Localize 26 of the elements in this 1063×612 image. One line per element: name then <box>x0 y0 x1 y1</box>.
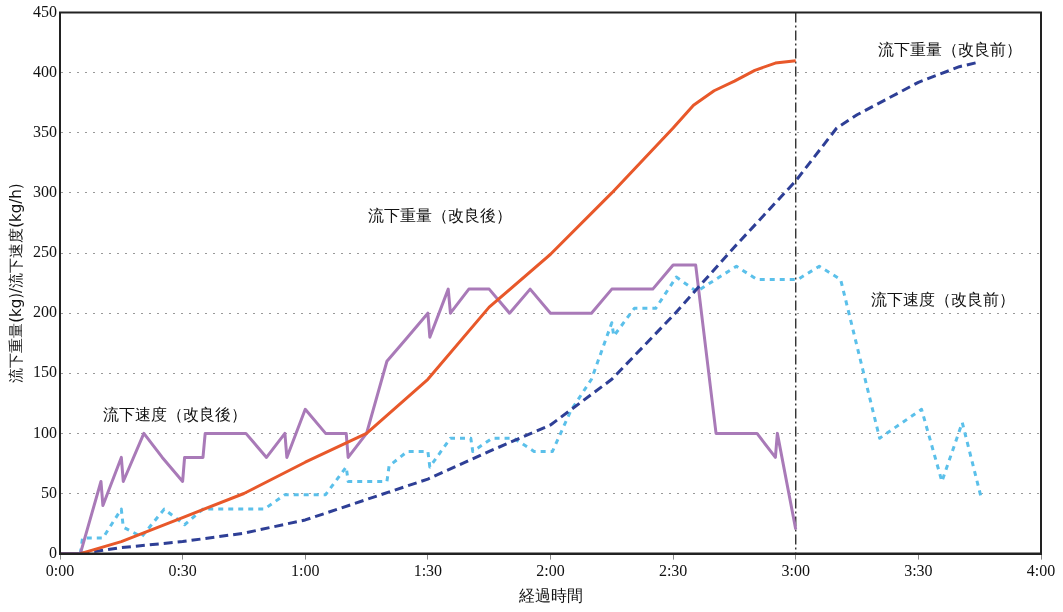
x-tick-label: 1:30 <box>413 562 443 580</box>
series-label: 流下速度（改良前） <box>870 290 1015 310</box>
x-axis-title: 経過時間 <box>517 585 583 605</box>
y-tick-label: 150 <box>33 363 57 381</box>
text: 流下重量（改良後） <box>368 206 513 226</box>
series-label: 流下重量（改良前） <box>878 40 1023 60</box>
x-tick-label: 0:00 <box>45 562 75 580</box>
y-tick-label: 400 <box>33 62 57 80</box>
y-tick-label: 200 <box>33 303 57 321</box>
y-axis-title: 流下重量(kg)/流下速度(kg/h) <box>6 183 25 383</box>
x-tick-label: 2:00 <box>536 562 565 580</box>
x-tick-label: 0:30 <box>168 562 197 580</box>
y-tick-label: 450 <box>33 2 57 20</box>
y-tick-label: 50 <box>41 483 57 501</box>
y-tick-label: 350 <box>33 123 57 141</box>
x-tick-label: 4:00 <box>1026 562 1056 580</box>
y-tick-label: 0 <box>49 543 57 561</box>
series-label: 流下速度（改良後） <box>103 404 248 424</box>
y-tick-label: 300 <box>33 183 57 201</box>
line-series <box>78 264 984 554</box>
x-tick-label: 3:00 <box>781 562 810 580</box>
y-tick-label: 250 <box>33 243 57 261</box>
x-tick-label: 2:30 <box>658 562 688 580</box>
y-tick-label: 100 <box>33 423 57 441</box>
x-tick-label: 1:00 <box>291 562 320 580</box>
x-tick-label: 3:30 <box>904 562 933 580</box>
